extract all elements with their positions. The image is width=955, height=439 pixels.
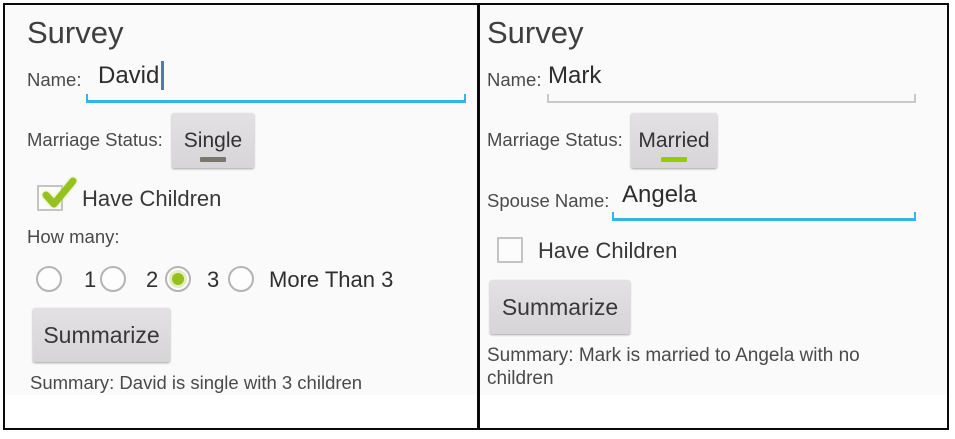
how-many-label: How many: [27,226,120,247]
have-children-checkbox[interactable] [497,237,523,263]
radio-label-more-than-3[interactable]: More Than 3 [269,267,394,292]
summary-text: Summary: Mark is married to Angela with … [487,345,860,389]
marriage-status-label: Marriage Status: [487,129,623,150]
page-title: Survey [487,15,584,50]
spouse-name-label: Spouse Name: [487,190,610,211]
have-children-label: Have Children [82,186,222,211]
summarize-button[interactable]: Summarize [33,308,170,362]
name-label: Name: [27,69,82,90]
survey-panel-left: Survey Name: David Marriage Status: Sing… [5,5,477,428]
have-children-checkbox[interactable] [37,177,77,211]
toggle-on-indicator [661,157,687,162]
spouse-name-input-value: Angela [622,181,697,208]
name-input-value: David [98,62,160,89]
toggle-value: Married [638,128,710,152]
toggle-value: Single [183,128,243,152]
text-cursor [161,61,165,90]
survey-panel-right: Survey Name: Mark Marriage Status: Marri… [480,5,947,428]
name-input[interactable]: David [98,61,165,90]
marriage-status-toggle[interactable]: Married [631,113,717,168]
radio-label-2[interactable]: 2 [146,267,159,292]
page-title: Survey [27,15,124,50]
summarize-button[interactable]: Summarize [490,280,630,334]
spouse-name-input[interactable]: Angela [622,181,697,208]
name-label: Name: [487,69,542,90]
radio-label-3[interactable]: 3 [207,267,220,292]
radio-button-2[interactable] [100,266,126,292]
summary-text: Summary: David is single with 3 children [30,372,363,393]
name-input-underline[interactable] [86,94,466,103]
spouse-name-input-underline[interactable] [612,212,916,221]
radio-button-3-selected[interactable] [165,266,191,292]
name-input-underline[interactable] [547,94,916,103]
marriage-status-label: Marriage Status: [27,129,163,150]
name-input-value: Mark [548,62,602,89]
toggle-off-indicator [200,157,226,162]
radio-label-1[interactable]: 1 [84,267,97,292]
have-children-label: Have Children [538,238,678,263]
screenshot-frame: Survey Name: David Marriage Status: Sing… [3,3,949,430]
name-input[interactable]: Mark [548,62,602,89]
check-icon [42,177,77,208]
marriage-status-toggle[interactable]: Single [172,113,254,168]
radio-button-1[interactable] [36,266,62,292]
radio-button-more-than-3[interactable] [228,266,254,292]
panel-divider [477,5,480,428]
